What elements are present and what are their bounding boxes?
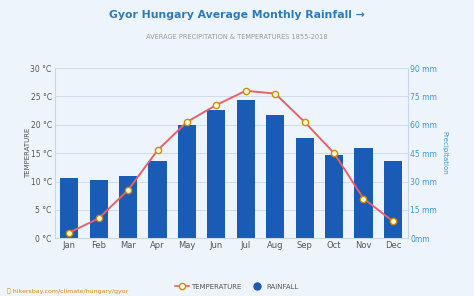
Bar (325, 155, 343, 238)
Bar (90, 180, 108, 238)
Bar (178, 125, 196, 238)
Bar (119, 176, 137, 238)
Bar (355, 147, 373, 238)
Y-axis label: TEMPERATURE: TEMPERATURE (25, 128, 31, 178)
Bar (295, 138, 314, 238)
Bar (384, 161, 402, 238)
Text: Gyor Hungary Average Monthly Rainfall →: Gyor Hungary Average Monthly Rainfall → (109, 10, 365, 20)
Y-axis label: Precipitation: Precipitation (441, 131, 447, 175)
Text: ⭐ hikersbay.com/climate/hungary/gyor: ⭐ hikersbay.com/climate/hungary/gyor (7, 288, 128, 294)
Bar (237, 100, 255, 238)
Bar (266, 115, 284, 238)
Bar (207, 110, 226, 238)
Bar (148, 161, 167, 238)
Legend: TEMPERATURE, RAINFALL: TEMPERATURE, RAINFALL (172, 281, 302, 292)
Bar (60, 178, 78, 238)
Text: AVERAGE PRECIPITATION & TEMPERATURES 1855-2018: AVERAGE PRECIPITATION & TEMPERATURES 185… (146, 34, 328, 40)
